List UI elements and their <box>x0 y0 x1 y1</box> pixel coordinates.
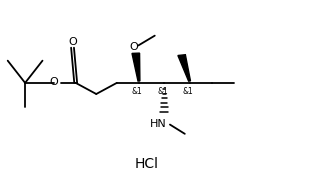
Text: &1: &1 <box>132 87 143 96</box>
Text: HN: HN <box>150 119 167 129</box>
Text: &1: &1 <box>182 87 193 96</box>
Text: &1: &1 <box>157 87 168 96</box>
Polygon shape <box>178 55 190 81</box>
Text: O: O <box>50 77 59 87</box>
Polygon shape <box>132 53 140 81</box>
Text: O: O <box>130 42 138 52</box>
Text: O: O <box>68 37 77 47</box>
Text: HCl: HCl <box>135 157 159 171</box>
